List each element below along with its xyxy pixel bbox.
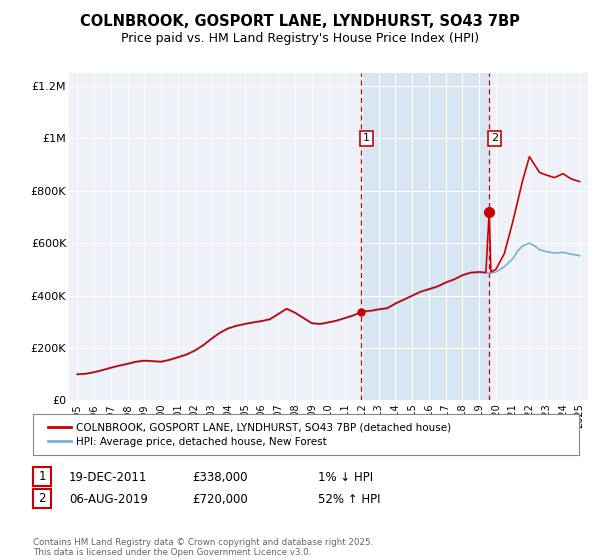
Bar — [361, 73, 489, 400]
Text: Price paid vs. HM Land Registry's House Price Index (HPI): Price paid vs. HM Land Registry's House … — [121, 32, 479, 45]
Text: £338,000: £338,000 — [192, 470, 248, 484]
Text: 06-AUG-2019: 06-AUG-2019 — [69, 493, 148, 506]
Text: Contains HM Land Registry data © Crown copyright and database right 2025.
This d: Contains HM Land Registry data © Crown c… — [33, 538, 373, 557]
Text: 19-DEC-2011: 19-DEC-2011 — [69, 470, 148, 484]
Text: 52% ↑ HPI: 52% ↑ HPI — [318, 493, 380, 506]
Text: 2: 2 — [491, 133, 498, 143]
Legend: COLNBROOK, GOSPORT LANE, LYNDHURST, SO43 7BP (detached house), HPI: Average pric: COLNBROOK, GOSPORT LANE, LYNDHURST, SO43… — [44, 418, 455, 451]
Text: £720,000: £720,000 — [192, 493, 248, 506]
Text: COLNBROOK, GOSPORT LANE, LYNDHURST, SO43 7BP: COLNBROOK, GOSPORT LANE, LYNDHURST, SO43… — [80, 14, 520, 29]
Text: 1: 1 — [38, 470, 46, 483]
Text: 2: 2 — [38, 492, 46, 506]
Text: 1% ↓ HPI: 1% ↓ HPI — [318, 470, 373, 484]
Text: 1: 1 — [363, 133, 370, 143]
